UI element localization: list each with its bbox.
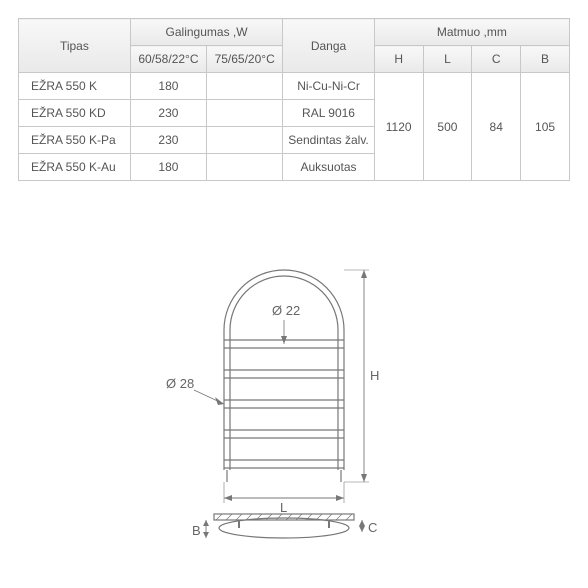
th-tipas: Tipas	[19, 19, 131, 73]
th-danga: Danga	[283, 19, 374, 73]
cell-g1: 230	[130, 127, 206, 154]
cell-danga: Ni-Cu-Ni-Cr	[283, 73, 374, 100]
th-L: L	[423, 46, 472, 73]
cell-tipas: EŽRA 550 K	[19, 73, 131, 100]
cell-g1: 180	[130, 154, 206, 181]
label-C: C	[368, 520, 377, 535]
cell-L: 500	[423, 73, 472, 181]
cell-g1: 180	[130, 73, 206, 100]
label-d22: Ø 22	[272, 303, 300, 318]
th-matmuo: Matmuo ,mm	[374, 19, 569, 46]
cell-g1: 230	[130, 100, 206, 127]
cell-g2	[207, 73, 283, 100]
label-d28: Ø 28	[166, 376, 194, 391]
cell-tipas: EŽRA 550 K-Pa	[19, 127, 131, 154]
cell-danga: Auksuotas	[283, 154, 374, 181]
cell-B: 105	[521, 73, 570, 181]
cell-g2	[207, 127, 283, 154]
th-H: H	[374, 46, 423, 73]
spec-table-container: Tipas Galingumas ,W Danga Matmuo ,mm 60/…	[0, 0, 588, 181]
cell-tipas: EŽRA 550 K-Au	[19, 154, 131, 181]
cell-danga: Sendintas žalv.	[283, 127, 374, 154]
th-galingumas: Galingumas ,W	[130, 19, 282, 46]
th-C: C	[472, 46, 521, 73]
th-g1: 60/58/22°C	[130, 46, 206, 73]
cell-g2	[207, 154, 283, 181]
cell-danga: RAL 9016	[283, 100, 374, 127]
diagram-svg: Ø 22 Ø 28 H L B C	[124, 260, 464, 560]
product-diagram: Ø 22 Ø 28 H L B C	[0, 260, 588, 563]
label-B: B	[192, 523, 201, 538]
th-g2: 75/65/20°C	[207, 46, 283, 73]
table-row: EŽRA 550 K 180 Ni-Cu-Ni-Cr 1120 500 84 1…	[19, 73, 570, 100]
cell-tipas: EŽRA 550 KD	[19, 100, 131, 127]
cell-C: 84	[472, 73, 521, 181]
label-L: L	[280, 500, 287, 515]
label-H: H	[370, 368, 379, 383]
spec-table: Tipas Galingumas ,W Danga Matmuo ,mm 60/…	[18, 18, 570, 181]
cell-H: 1120	[374, 73, 423, 181]
cell-g2	[207, 100, 283, 127]
th-B: B	[521, 46, 570, 73]
